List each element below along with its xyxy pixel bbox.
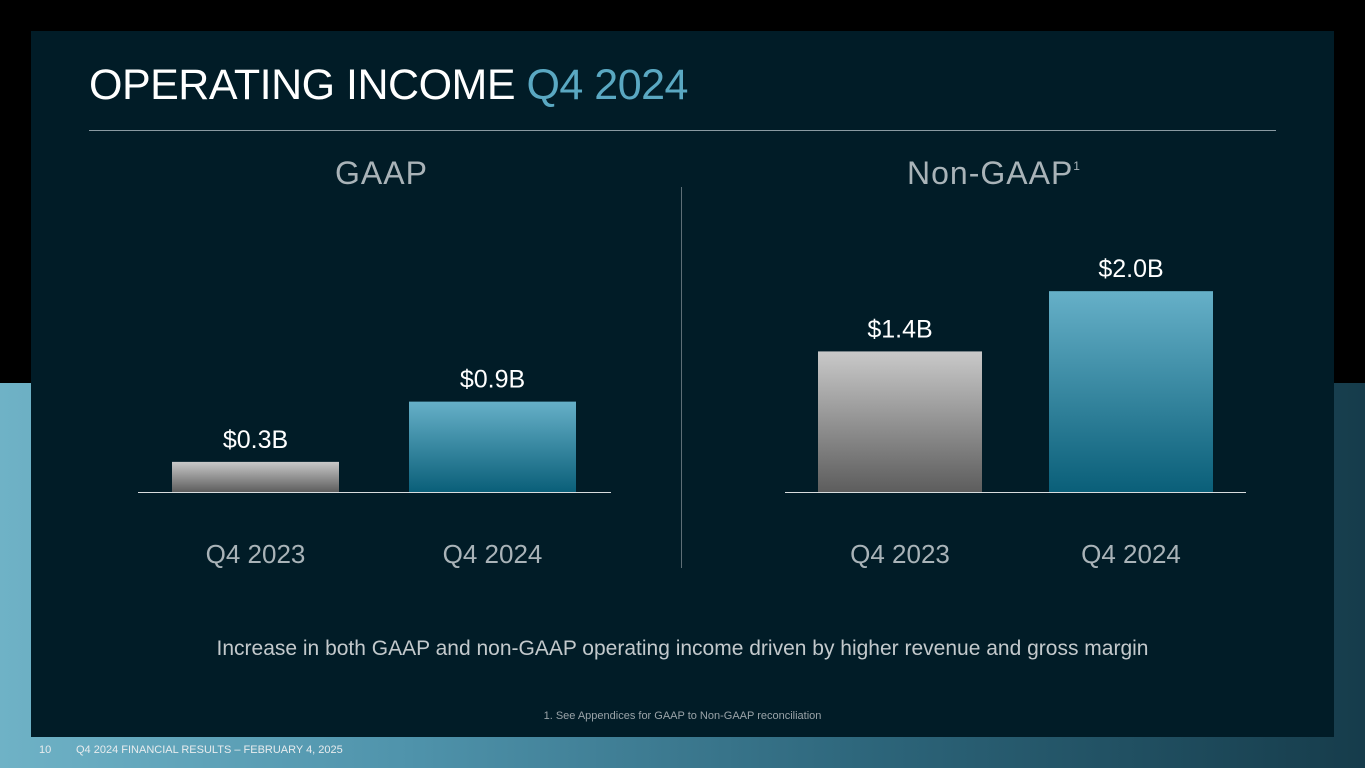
non-gaap-footnote-marker: 1 bbox=[1073, 159, 1081, 173]
non-gaap-bar-chart: $1.4B Q4 2023 $2.0B Q4 2024 bbox=[785, 255, 1246, 569]
footer-text: Q4 2024 FINANCIAL RESULTS – FEBRUARY 4, … bbox=[76, 744, 343, 756]
gaap-title-text: GAAP bbox=[335, 155, 428, 191]
non-gaap-chart-title: Non-GAAP1 bbox=[907, 155, 1081, 192]
bar-q4-2023 bbox=[172, 461, 339, 492]
data-label: $0.3B bbox=[223, 426, 288, 454]
panel-divider bbox=[681, 187, 682, 568]
title-underline bbox=[89, 130, 1276, 131]
gaap-bar-chart: $0.3B Q4 2023 $0.9B Q4 2024 bbox=[138, 366, 611, 569]
title-accent: Q4 2024 bbox=[526, 61, 688, 109]
category-label: Q4 2024 bbox=[443, 539, 543, 569]
category-label: Q4 2023 bbox=[850, 539, 950, 569]
data-label: $1.4B bbox=[867, 315, 932, 343]
category-label: Q4 2023 bbox=[206, 539, 306, 569]
slide-title: OPERATING INCOME Q4 2024 bbox=[89, 61, 688, 110]
footnote: 1. See Appendices for GAAP to Non-GAAP r… bbox=[543, 710, 822, 722]
summary-text: Increase in both GAAP and non-GAAP opera… bbox=[216, 637, 1149, 660]
gaap-chart-title: GAAP bbox=[335, 155, 428, 192]
bar-q4-2024 bbox=[409, 401, 576, 492]
footer-page-number: 10 bbox=[39, 744, 52, 756]
slide: OPERATING INCOME Q4 2024 GAAP Non-GAAP1 … bbox=[31, 31, 1334, 737]
non-gaap-title-text: Non-GAAP bbox=[907, 155, 1074, 191]
data-label: $2.0B bbox=[1098, 255, 1163, 283]
category-label: Q4 2024 bbox=[1081, 539, 1181, 569]
bar-q4-2024 bbox=[1049, 291, 1213, 492]
title-main: OPERATING INCOME bbox=[89, 61, 516, 109]
bar-q4-2023 bbox=[818, 351, 982, 492]
data-label: $0.9B bbox=[460, 366, 525, 394]
